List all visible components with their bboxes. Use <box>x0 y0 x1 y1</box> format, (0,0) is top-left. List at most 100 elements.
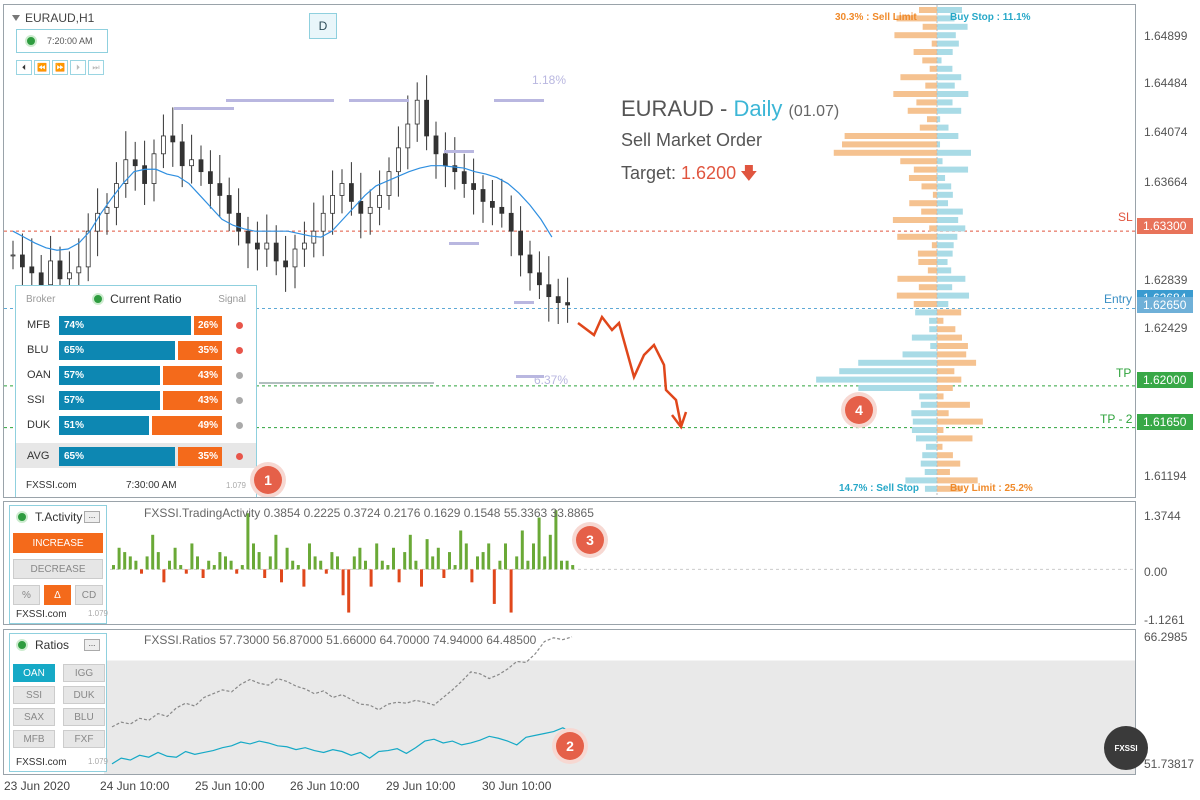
brand-text[interactable]: FXSSI.com <box>26 479 77 491</box>
activity-tick: 0.00 <box>1144 565 1168 579</box>
activity-footer: FXSSI.com 1.079 <box>16 609 108 620</box>
time-tick: 30 Jun 10:00 <box>482 779 552 793</box>
price-chart-svg <box>4 5 1135 497</box>
candle-body <box>67 272 72 280</box>
price-tick: 1.61194 <box>1144 469 1187 483</box>
nav-last-icon[interactable]: ⏭ <box>88 60 104 75</box>
buy-limit-bar <box>937 376 962 383</box>
broker-button-igg[interactable]: IGG <box>63 664 105 682</box>
brand-text[interactable]: FXSSI.com <box>16 609 67 620</box>
activity-bar <box>246 513 250 570</box>
col-broker: Broker <box>26 293 56 305</box>
minimize-icon[interactable]: ... <box>84 639 100 651</box>
candle-body <box>433 135 439 155</box>
buy-stop-bar <box>937 301 949 307</box>
moving-average-line <box>12 165 553 251</box>
activity-bar <box>117 547 121 570</box>
nav-next-icon[interactable]: ⏵ <box>70 60 86 75</box>
buy-limit-bar <box>937 485 962 492</box>
price-chart-pane[interactable]: EURAUD,H1 7:20:00 AM ⏴ ⏪ ⏩ ⏵ ⏭ D EURAUD … <box>3 4 1136 498</box>
buy-stop-bar <box>937 158 943 165</box>
sell-stop-bar <box>915 309 937 316</box>
activity-bar <box>498 560 502 570</box>
broker-button-oan[interactable]: OAN <box>13 664 55 682</box>
period-button[interactable]: D <box>309 13 337 39</box>
activity-bar <box>162 569 166 583</box>
broker-button-duk[interactable]: DUK <box>63 686 105 704</box>
activity-bar <box>268 556 272 570</box>
activity-bar <box>476 556 479 570</box>
sell-stop-bar <box>912 418 937 425</box>
broker-button-ssi[interactable]: SSI <box>13 686 55 704</box>
candle-body <box>405 123 411 149</box>
buy-stop-bar <box>937 133 959 139</box>
status-dot-icon <box>16 639 28 651</box>
broker-name: MFB <box>27 319 51 331</box>
activity-bar <box>280 569 283 583</box>
entry-label: Entry <box>1104 292 1133 306</box>
activity-bar <box>487 543 491 570</box>
candle-body <box>170 135 176 143</box>
candle-body <box>57 260 63 280</box>
brand-text[interactable]: FXSSI.com <box>16 757 67 768</box>
activity-bar <box>173 547 177 570</box>
ratios-pane[interactable]: FXSSI.Ratios 57.73000 56.87000 51.66000 … <box>3 629 1136 775</box>
sell-limit-bar <box>918 284 937 291</box>
decrease-button[interactable]: DECREASE <box>13 559 103 579</box>
broker-button-mfb[interactable]: MFB <box>13 730 55 748</box>
sell-stop-bar <box>839 368 937 375</box>
buy-stop-bar <box>937 242 954 249</box>
sell-stop-bar <box>919 393 937 400</box>
broker-button-sax[interactable]: SAX <box>13 708 55 726</box>
sell-limit-bar <box>927 267 937 274</box>
nav-rewind-icon[interactable]: ⏪ <box>34 60 50 75</box>
buy-limit-bar <box>937 309 962 316</box>
buy-stop-bar <box>937 233 958 240</box>
sell-stop-bar <box>858 385 937 391</box>
cd-button[interactable]: CD <box>75 585 103 605</box>
sell-limit-bar <box>916 99 937 106</box>
minimize-icon[interactable]: ... <box>84 511 100 523</box>
nav-forward-icon[interactable]: ⏩ <box>52 60 68 75</box>
candle-body <box>38 272 44 286</box>
sell-stop-bar <box>911 427 937 433</box>
activity-bar <box>134 560 138 570</box>
price-axis[interactable]: 1.64899 1.64484 1.64074 1.63664 1.63300 1.628… <box>1136 0 1200 800</box>
buy-stop-bar <box>937 175 946 181</box>
broker-button-fxf[interactable]: FXF <box>63 730 105 748</box>
sell-stop-bar <box>920 401 937 408</box>
activity-bar <box>364 560 367 570</box>
percent-button[interactable]: % <box>13 585 40 605</box>
delta-button[interactable]: Δ <box>44 585 71 605</box>
nav-first-icon[interactable]: ⏴ <box>16 60 32 75</box>
activity-bar <box>179 565 183 570</box>
buy-limit-bar <box>937 435 973 442</box>
activity-bar <box>201 569 205 579</box>
candle-body <box>330 195 336 214</box>
status-dot-icon <box>92 293 105 305</box>
sell-limit-bar <box>908 175 937 181</box>
candle-body <box>245 230 251 244</box>
buy-stop-bar <box>937 74 962 81</box>
candle-body <box>198 159 204 173</box>
activity-bar <box>492 569 496 604</box>
sell-limit-bar <box>844 133 937 139</box>
activity-pane[interactable]: FXSSI.TradingActivity 0.3854 0.2225 0.37… <box>3 501 1136 625</box>
activity-bar <box>207 560 211 570</box>
broker-button-blu[interactable]: BLU <box>63 708 105 726</box>
signal-dot-icon <box>236 422 243 429</box>
sell-stop-bar <box>920 460 937 467</box>
candle-body <box>367 206 373 214</box>
sell-limit-bar <box>931 40 937 47</box>
signal-dot-icon <box>236 347 243 354</box>
increase-button[interactable]: INCREASE <box>13 533 103 553</box>
activity-bar <box>302 569 306 587</box>
activity-bar <box>190 543 194 570</box>
buy-limit-bar <box>937 359 977 366</box>
symbol-label[interactable]: EURAUD,H1 <box>12 11 94 25</box>
candle-body <box>555 296 561 303</box>
badge-2: 2 <box>556 732 584 760</box>
buy-limit-bar <box>937 368 955 375</box>
candle-body <box>377 195 383 208</box>
buy-limit-bar <box>937 452 953 459</box>
